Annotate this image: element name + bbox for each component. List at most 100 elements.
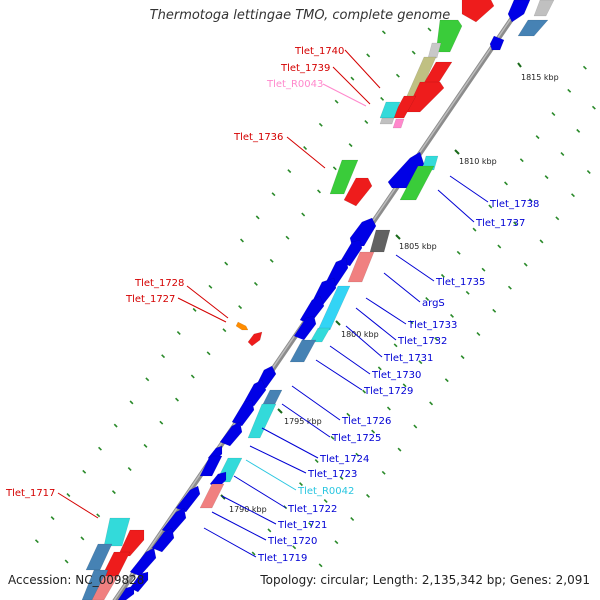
- gene-label-tlet-1724[interactable]: Tlet_1724: [319, 454, 369, 465]
- gene-label-tlet-1725[interactable]: Tlet_1725: [331, 433, 381, 444]
- gene-label-tlet-1731[interactable]: Tlet_1731: [383, 353, 433, 364]
- tick-mark: [339, 475, 344, 480]
- tick-mark: [492, 308, 497, 313]
- gene-arrow[interactable]: [175, 485, 201, 513]
- tick-mark: [346, 412, 351, 417]
- gene-arrow[interactable]: [299, 295, 325, 325]
- tick-mark: [366, 493, 370, 498]
- tick-mark: [127, 467, 132, 471]
- tick-mark: [586, 170, 591, 174]
- gene-arrow[interactable]: [343, 177, 373, 207]
- gene-arrow[interactable]: [369, 229, 391, 253]
- tick-mark: [303, 146, 308, 150]
- tick-mark: [504, 181, 508, 186]
- gene-label-tlet-1732[interactable]: Tlet_1732: [397, 336, 447, 347]
- gene-label-tlet-1729[interactable]: Tlet_1729: [363, 386, 413, 397]
- tick-mark: [476, 332, 481, 336]
- tick-mark: [253, 281, 258, 286]
- gene-label-tlet-1735[interactable]: Tlet_1735: [435, 277, 485, 288]
- tick-mark: [366, 53, 371, 58]
- gene-arrow[interactable]: [392, 118, 405, 129]
- gene-arrow[interactable]: [289, 339, 317, 363]
- gene-arrow[interactable]: [533, 0, 555, 17]
- gene-arrow[interactable]: [199, 455, 223, 477]
- gene-label-args[interactable]: argS: [422, 298, 445, 309]
- tick-mark: [317, 189, 321, 194]
- tick-mark: [567, 88, 572, 93]
- tick-mark: [299, 482, 303, 487]
- gene-arrow[interactable]: [399, 165, 435, 201]
- gene-label-tlet-1736[interactable]: Tlet_1736: [233, 132, 283, 143]
- tick-mark: [411, 50, 416, 55]
- gene-label-tlet-1728[interactable]: Tlet_1728: [134, 278, 184, 289]
- tick-mark: [50, 516, 55, 521]
- gene-label-tlet-1720[interactable]: Tlet_1720: [267, 536, 317, 547]
- gene-arrow[interactable]: [103, 517, 131, 547]
- gene-arrow[interactable]: [293, 315, 317, 341]
- kbp-label-1800: 1800 kbp: [341, 330, 379, 339]
- forward-genes: [81, 0, 495, 600]
- gene-arrow[interactable]: [161, 507, 187, 535]
- gene-arrow[interactable]: [199, 483, 225, 509]
- tick-mark: [402, 383, 407, 388]
- gene-arrow[interactable]: [129, 547, 157, 577]
- gene-arrow[interactable]: [489, 35, 505, 51]
- tick-mark: [535, 135, 540, 140]
- gene-label-tlet-1726[interactable]: Tlet_1726: [341, 416, 391, 427]
- gene-label-tlet-1738[interactable]: Tlet_1738: [489, 199, 539, 210]
- tick-mark: [555, 216, 560, 221]
- gene-label-tlet-1739[interactable]: Tlet_1739: [280, 63, 330, 74]
- tick-mark: [576, 128, 581, 133]
- gene-label-tlet-1721[interactable]: Tlet_1721: [277, 520, 327, 531]
- tick-mark: [393, 343, 398, 348]
- gene-arrow[interactable]: [117, 529, 145, 557]
- gene-arrow[interactable]: [347, 251, 375, 283]
- gene-arrow[interactable]: [379, 117, 395, 125]
- gene-arrow[interactable]: [129, 571, 149, 593]
- gene-label-tlet-1722[interactable]: Tlet_1722: [287, 504, 337, 515]
- gene-label-tlet-1719[interactable]: Tlet_1719: [257, 553, 307, 564]
- gene-label-tlet-1737[interactable]: Tlet_1737: [475, 218, 525, 229]
- gene-arrow[interactable]: [231, 399, 255, 427]
- tick-mark: [111, 490, 116, 495]
- gene-arrow[interactable]: [219, 421, 243, 447]
- gene-arrow[interactable]: [81, 569, 109, 600]
- gene-label-tlet-r0043[interactable]: Tlet_R0043: [266, 79, 323, 90]
- gene-arrow[interactable]: [461, 0, 495, 23]
- tick-mark: [425, 297, 430, 301]
- gene-arrow[interactable]: [349, 217, 377, 247]
- gene-arrow[interactable]: [317, 285, 351, 331]
- tick-mark: [224, 261, 229, 266]
- gene-label-tlet-1723[interactable]: Tlet_1723: [307, 469, 357, 480]
- gene-arrow[interactable]: [427, 42, 442, 59]
- gene-label-tlet-1733[interactable]: Tlet_1733: [407, 320, 457, 331]
- gene-arrow[interactable]: [91, 575, 119, 600]
- tick-mark: [334, 99, 339, 104]
- tick-mark: [271, 192, 276, 197]
- gene-arrow[interactable]: [243, 379, 267, 407]
- gene-arrow[interactable]: [247, 403, 277, 439]
- leader-lines-left: [57, 49, 381, 519]
- gene-arrow[interactable]: [247, 331, 263, 347]
- gene-label-tlet-1730[interactable]: Tlet_1730: [371, 370, 421, 381]
- gene-arrow[interactable]: [235, 321, 249, 331]
- tick-mark: [397, 447, 402, 452]
- gene-label-tlet-1727[interactable]: Tlet_1727: [125, 294, 175, 305]
- tick-mark: [539, 239, 544, 244]
- gene-arrow[interactable]: [507, 0, 531, 23]
- gene-arrow[interactable]: [329, 159, 359, 195]
- reverse-genes: [117, 0, 555, 600]
- gene-arrow[interactable]: [309, 327, 331, 343]
- tick-mark: [308, 522, 312, 527]
- gene-arrow[interactable]: [517, 19, 549, 37]
- gene-label-tlet-1740[interactable]: Tlet_1740: [294, 46, 344, 57]
- gene-label-tlet-r0042[interactable]: Tlet_R0042: [297, 486, 354, 497]
- gene-arrow[interactable]: [117, 585, 135, 600]
- gene-label-tlet-1717[interactable]: Tlet_1717: [5, 488, 55, 499]
- tick-mark: [318, 563, 323, 568]
- gene-arrow[interactable]: [151, 527, 175, 553]
- tick-mark: [355, 452, 360, 457]
- tick-mark: [292, 545, 297, 550]
- tick-mark: [267, 528, 272, 533]
